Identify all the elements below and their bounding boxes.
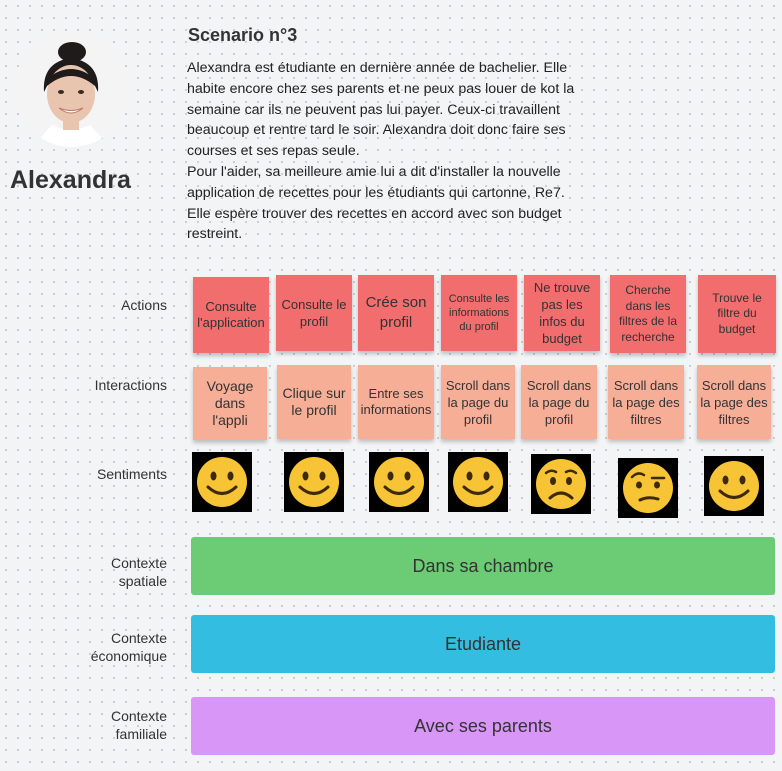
- row-label-interactions: Interactions: [94, 377, 167, 393]
- action-note[interactable]: Consulte les informations du profil: [441, 275, 517, 351]
- action-note[interactable]: Consulte le profil: [276, 275, 352, 351]
- row-label-actions: Actions: [121, 297, 167, 313]
- worried-face-icon: [531, 454, 591, 514]
- action-note[interactable]: Cherche dans les filtres de la recherche: [610, 275, 686, 353]
- persona-avatar: [14, 32, 129, 147]
- avatar-photo-icon: [14, 32, 129, 147]
- spatial-context-band[interactable]: Dans sa chambre: [191, 537, 775, 595]
- smiling-face-icon: [448, 452, 508, 512]
- interaction-note[interactable]: Voyage dans l'appli: [193, 367, 267, 440]
- scenario-title: Scenario n°3: [188, 25, 298, 45]
- family-context-band[interactable]: Avec ses parents: [191, 697, 775, 755]
- action-note[interactable]: Consulte l'application: [193, 277, 269, 353]
- scenario-paragraph-1: Alexandra est étudiante en dernière anné…: [187, 60, 575, 160]
- action-note[interactable]: Crée son profil: [358, 275, 434, 351]
- raised-eyebrow-face-icon: [618, 458, 678, 518]
- action-note[interactable]: Ne trouve pas les infos du budget: [524, 275, 600, 351]
- row-label-spatial-line2: spatiale: [118, 573, 167, 589]
- row-label-economic-line1: Contexte: [110, 630, 167, 646]
- interaction-note[interactable]: Clique sur le profil: [277, 365, 351, 439]
- smiling-face-icon: [369, 452, 429, 512]
- scenario-paragraph-2: Pour l'aider, sa meilleure amie lui a di…: [187, 163, 565, 243]
- row-label-family-line2: familiale: [115, 726, 167, 742]
- smiling-face-icon: [284, 452, 344, 512]
- action-note[interactable]: Trouve le filtre du budget: [698, 275, 776, 353]
- row-label-economic: Contexte économique: [91, 629, 167, 665]
- row-label-economic-line2: économique: [90, 648, 167, 664]
- interaction-note[interactable]: Scroll dans la page du profil: [441, 365, 515, 439]
- scenario-description: Alexandra est étudiante en dernière anné…: [187, 58, 587, 245]
- interaction-note[interactable]: Scroll dans la page des filtres: [608, 365, 684, 439]
- interaction-note[interactable]: Scroll dans la page du profil: [521, 365, 597, 439]
- persona-name: Alexandra: [10, 166, 131, 194]
- smiling-face-icon: [192, 452, 252, 512]
- smiling-face-icon: [704, 456, 764, 516]
- row-label-family: Contexte familiale: [111, 707, 167, 743]
- row-label-family-line1: Contexte: [110, 708, 167, 724]
- economic-context-band[interactable]: Etudiante: [191, 615, 775, 673]
- interaction-note[interactable]: Entre ses informations: [358, 365, 434, 439]
- row-label-sentiments: Sentiments: [96, 466, 167, 482]
- row-label-spatial: Contexte spatiale: [111, 554, 167, 590]
- row-label-spatial-line1: Contexte: [110, 555, 167, 571]
- interaction-note[interactable]: Scroll dans la page des filtres: [697, 365, 771, 439]
